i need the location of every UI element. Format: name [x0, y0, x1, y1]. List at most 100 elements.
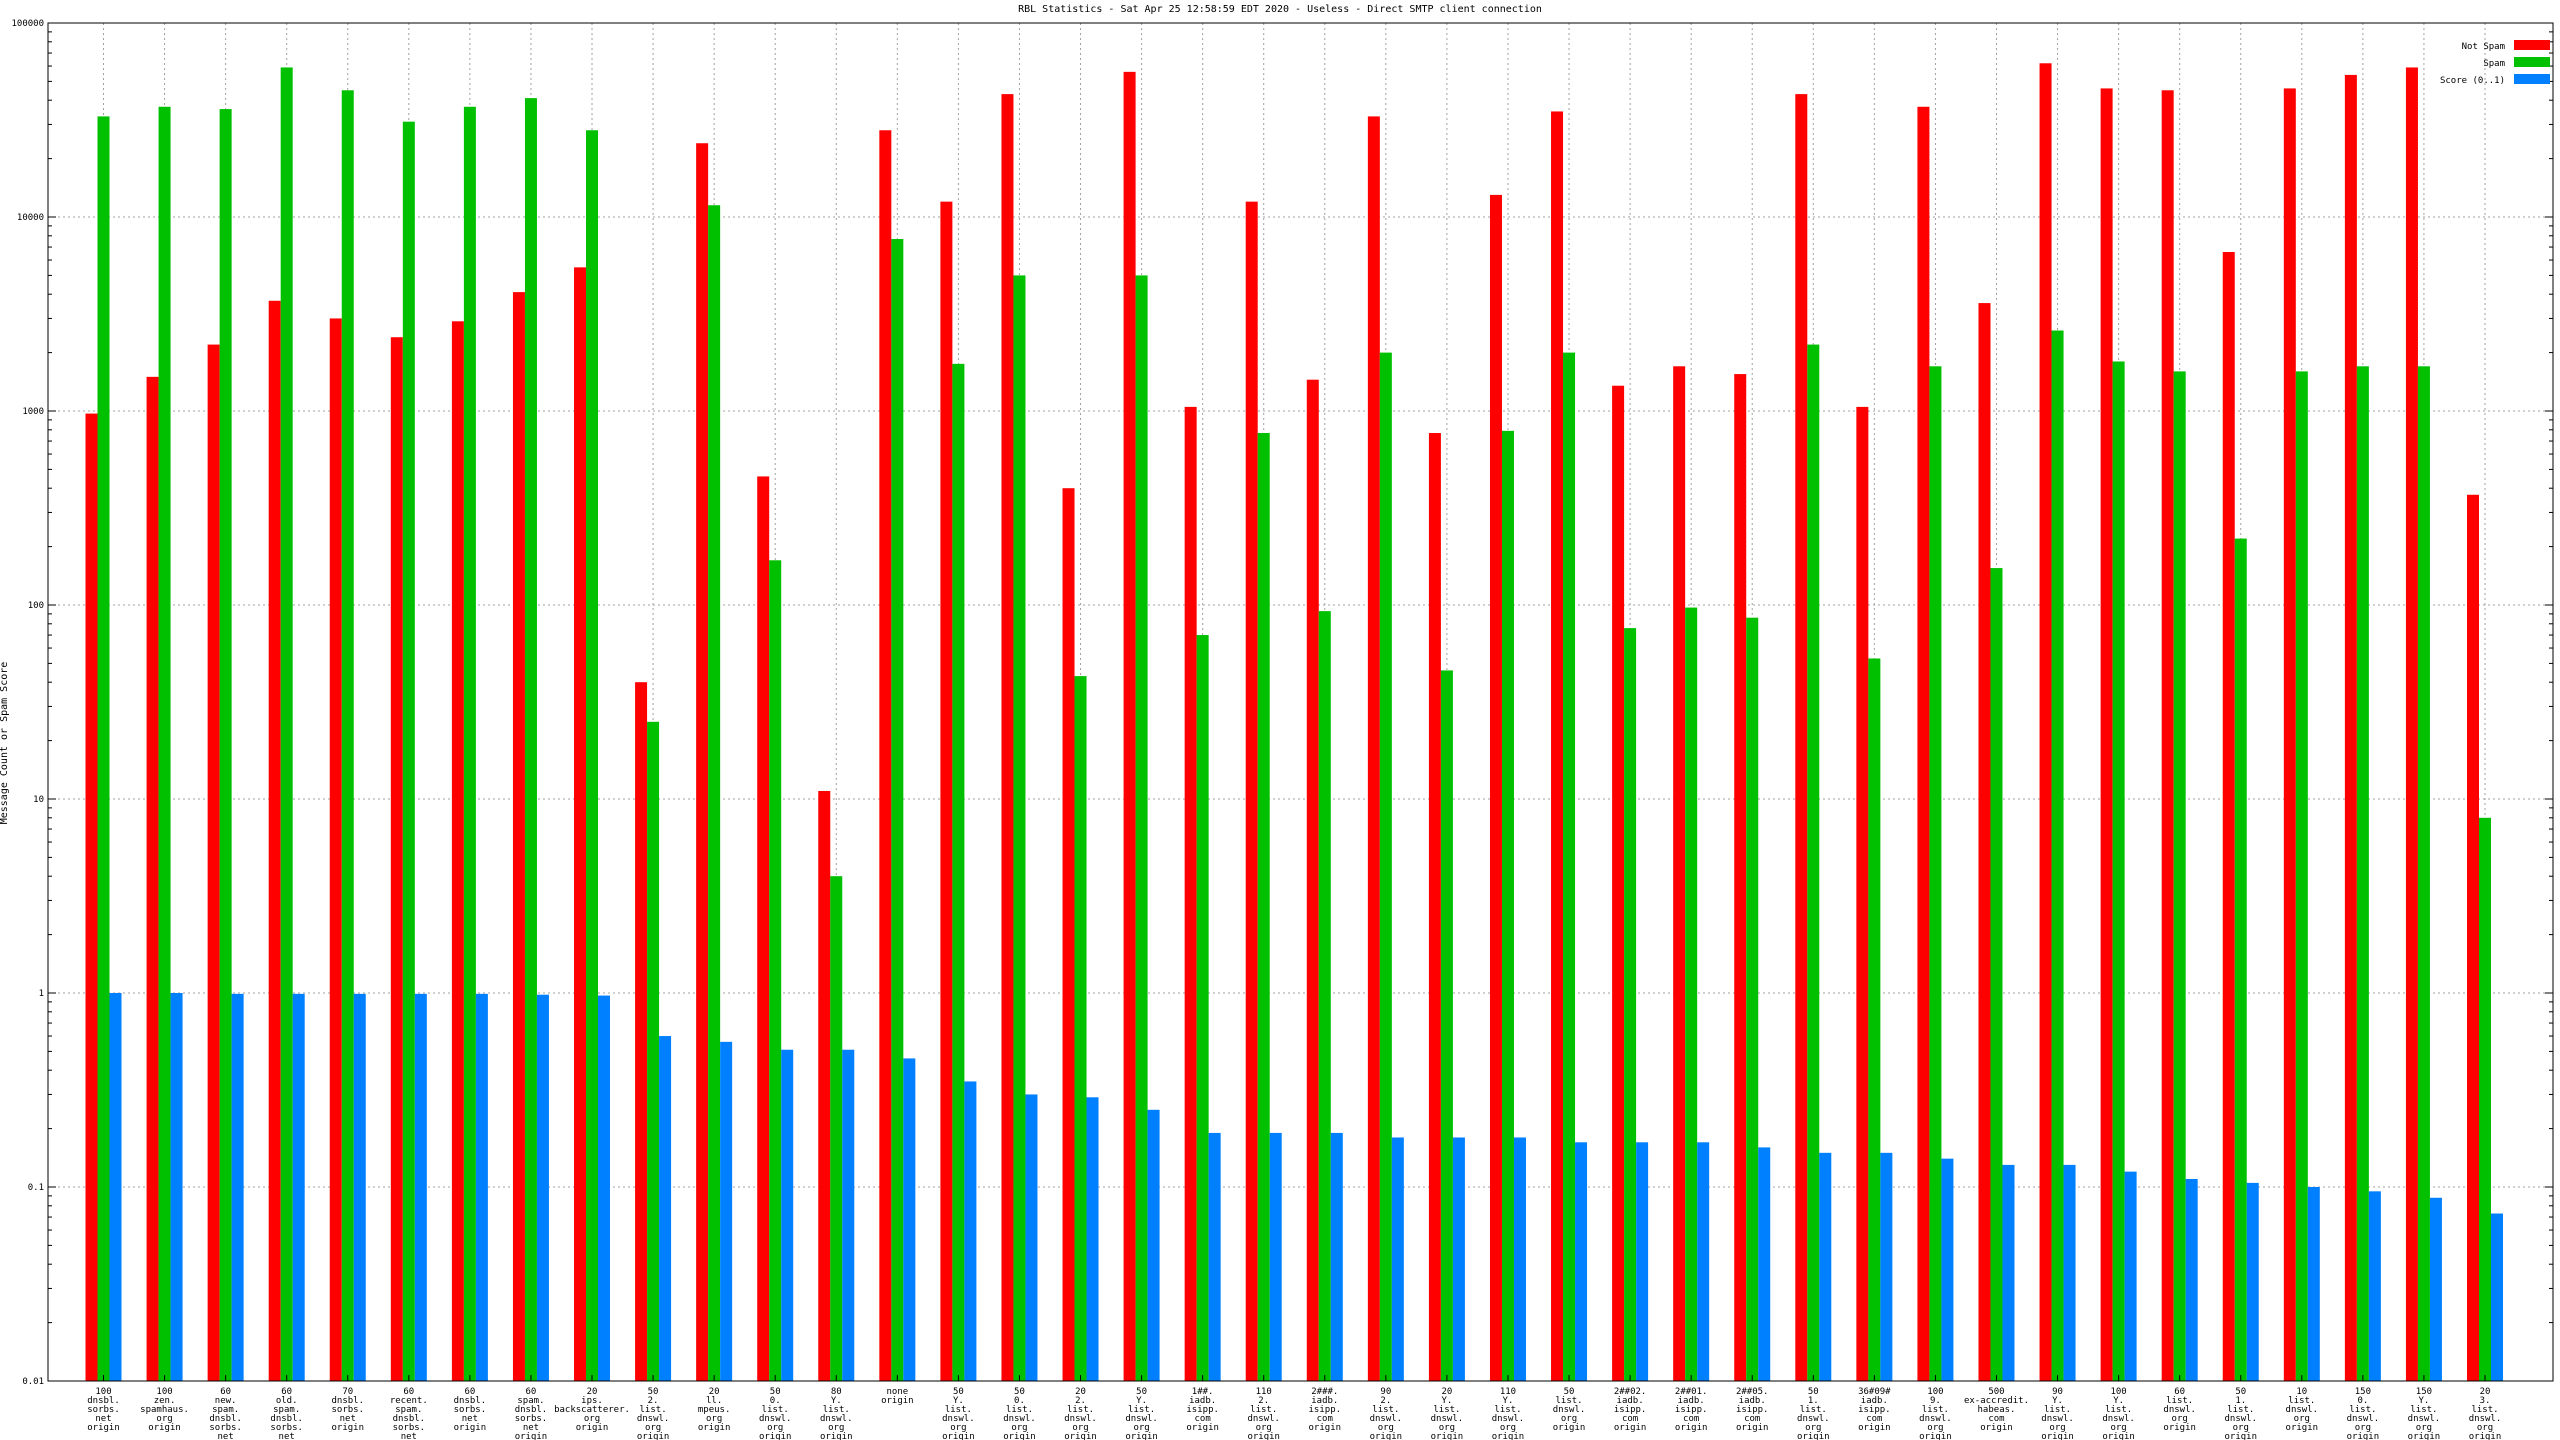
- x-category-label: org: [2172, 1414, 2188, 1424]
- bar-spam: [2051, 330, 2064, 1382]
- x-category-label: isipp.: [1736, 1405, 1769, 1415]
- bar-not-spam: [2222, 252, 2235, 1381]
- bar-spam: [1074, 676, 1087, 1381]
- x-category-label: iadb.: [1678, 1396, 1705, 1406]
- x-category-label: origin: [759, 1432, 792, 1440]
- bar-not-spam: [1001, 94, 1014, 1381]
- x-category-label: org: [584, 1414, 600, 1424]
- x-category-label: dnswl.: [2408, 1414, 2441, 1424]
- legend-swatch: [2514, 74, 2550, 84]
- bar-not-spam: [2467, 494, 2479, 1381]
- x-category-label: sorbs.: [454, 1405, 487, 1415]
- x-category-label: 0.: [770, 1396, 781, 1406]
- x-category-label: org: [950, 1423, 966, 1433]
- bar-spam: [891, 239, 904, 1382]
- bar-score-0-1: [1941, 1158, 1954, 1381]
- bars-layer: [85, 63, 2503, 1382]
- y-tick-label: 0.01: [22, 1377, 44, 1387]
- x-category-label: list.: [2105, 1405, 2132, 1415]
- x-category-label: origin: [1919, 1432, 1952, 1440]
- y-axis-label: Message Count or Spam Score: [0, 662, 10, 825]
- x-category-label: list.: [1250, 1405, 1277, 1415]
- bar-score-0-1: [170, 993, 183, 1381]
- bar-score-0-1: [2063, 1164, 2076, 1381]
- bar-not-spam: [2039, 63, 2052, 1382]
- bar-not-spam: [146, 376, 159, 1382]
- bar-score-0-1: [1697, 1142, 1710, 1381]
- axis-layer: 1000001000010001001010.10.01100dnsbl.sor…: [11, 19, 2554, 1440]
- x-category-label: list.: [2044, 1405, 2071, 1415]
- bar-spam: [1929, 366, 1942, 1381]
- x-category-label: spam.: [395, 1405, 422, 1415]
- bar-score-0-1: [781, 1049, 794, 1381]
- bar-not-spam: [451, 321, 464, 1381]
- x-category-label: origin: [2408, 1432, 2441, 1440]
- x-category-label: sorbs.: [270, 1423, 303, 1433]
- bar-not-spam: [1673, 366, 1686, 1381]
- y-tick-label: 1000: [22, 407, 44, 417]
- bar-not-spam: [207, 344, 220, 1381]
- x-category-label: origin: [881, 1396, 914, 1406]
- x-category-label: 2##01.: [1675, 1387, 1708, 1397]
- x-category-label: org: [2355, 1423, 2371, 1433]
- x-category-label: dnswl.: [1125, 1414, 1158, 1424]
- bar-score-0-1: [1452, 1137, 1465, 1381]
- x-category-label: 2.: [1380, 1396, 1391, 1406]
- x-category-label: 2##02.: [1614, 1387, 1647, 1397]
- x-category-label: list.: [1372, 1405, 1399, 1415]
- x-category-label: org: [1561, 1414, 1577, 1424]
- x-category-label: origin: [2041, 1432, 2074, 1440]
- x-category-label: 60: [2174, 1387, 2185, 1397]
- x-category-label: 100: [2110, 1387, 2126, 1397]
- bar-not-spam: [574, 267, 587, 1381]
- legend-label: Spam: [2483, 59, 2505, 69]
- x-category-label: origin: [331, 1423, 364, 1433]
- x-category-label: origin: [2163, 1423, 2196, 1433]
- x-category-label: origin: [1492, 1432, 1525, 1440]
- x-category-label: origin: [1614, 1423, 1647, 1433]
- x-category-label: origin: [698, 1423, 731, 1433]
- x-category-label: 80: [831, 1387, 842, 1397]
- x-category-label: isipp.: [1858, 1405, 1891, 1415]
- bar-score-0-1: [659, 1036, 672, 1381]
- bar-score-0-1: [1513, 1137, 1526, 1381]
- x-category-label: dnswl.: [1431, 1414, 1464, 1424]
- x-category-label: origin: [576, 1423, 609, 1433]
- x-category-label: list.: [945, 1405, 972, 1415]
- x-category-label: org: [1439, 1423, 1455, 1433]
- x-category-label: 150: [2416, 1387, 2432, 1397]
- bar-spam: [1563, 352, 1576, 1381]
- x-category-label: 20: [709, 1387, 720, 1397]
- legend-swatch: [2514, 40, 2550, 50]
- bar-spam: [769, 560, 782, 1381]
- x-category-label: new.: [215, 1396, 237, 1406]
- bar-not-spam: [757, 476, 770, 1381]
- x-category-label: 1.: [2235, 1396, 2246, 1406]
- plot-frame: [47, 22, 2554, 1382]
- bar-spam: [280, 67, 293, 1381]
- x-category-label: dnswl.: [1919, 1414, 1952, 1424]
- bar-score-0-1: [1025, 1094, 1038, 1381]
- x-category-label: dnsbl.: [393, 1414, 426, 1424]
- bar-not-spam: [1612, 385, 1625, 1382]
- bar-score-0-1: [1636, 1142, 1649, 1381]
- bar-spam: [158, 106, 171, 1381]
- x-category-label: dnswl.: [2102, 1414, 2135, 1424]
- bar-spam: [586, 130, 599, 1381]
- bar-score-0-1: [2246, 1182, 2259, 1381]
- bar-spam: [708, 205, 721, 1382]
- x-category-label: net: [523, 1423, 539, 1433]
- x-category-label: zen.: [154, 1396, 176, 1406]
- x-category-label: sorbs.: [87, 1405, 120, 1415]
- x-category-label: 500: [1988, 1387, 2004, 1397]
- x-category-label: none: [886, 1387, 908, 1397]
- bar-not-spam: [879, 130, 892, 1381]
- x-category-label: origin: [2224, 1432, 2257, 1440]
- x-category-label: dnswl.: [2286, 1405, 2319, 1415]
- bar-score-0-1: [1819, 1152, 1832, 1381]
- x-category-label: 2.: [1258, 1396, 1269, 1406]
- x-category-label: 150: [2355, 1387, 2371, 1397]
- bar-spam: [219, 109, 232, 1382]
- bar-not-spam: [2161, 90, 2174, 1382]
- bar-spam: [1624, 628, 1637, 1381]
